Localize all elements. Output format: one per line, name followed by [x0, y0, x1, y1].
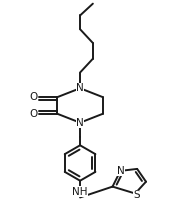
Text: O: O — [30, 109, 38, 119]
Text: N: N — [76, 83, 84, 93]
Text: O: O — [30, 92, 38, 102]
Text: N: N — [117, 166, 124, 176]
Text: N: N — [76, 118, 84, 128]
Text: S: S — [134, 191, 140, 200]
Text: NH: NH — [72, 186, 88, 197]
